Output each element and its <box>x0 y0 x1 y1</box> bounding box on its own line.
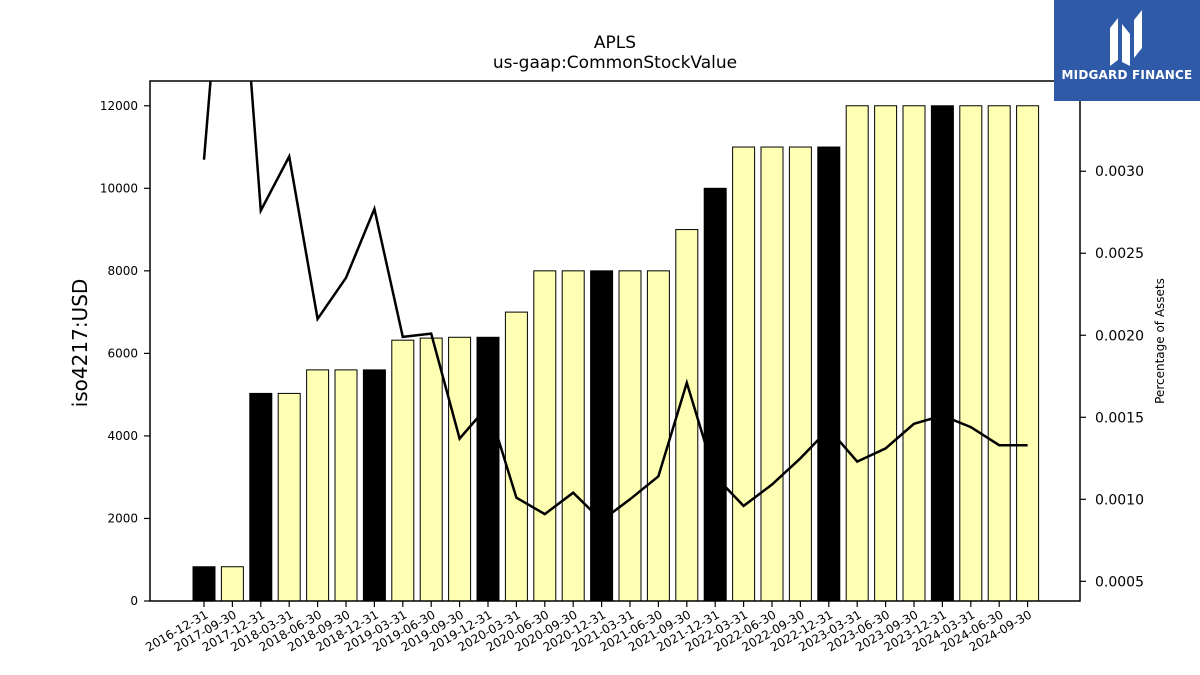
bar-2022-03-31 <box>732 146 756 602</box>
y-tick-label: 2000 <box>107 511 138 525</box>
bar-2021-03-31 <box>618 270 642 602</box>
midgard-finance-logo: MIDGARD FINANCE <box>1054 0 1200 101</box>
x-axis-ticks: 2016-12-312017-09-302017-12-312018-03-31… <box>143 601 1034 654</box>
y2-axis-ticks: 0.0005 0.0010 0.0015 0.0020 0.0025 0.0030 <box>1080 164 1144 590</box>
bar-2023-06-30 <box>874 105 898 602</box>
bars <box>192 105 1040 602</box>
y-tick-label: 6000 <box>107 346 138 360</box>
y2-tick-label: 0.0010 <box>1095 492 1144 508</box>
chart-title: APLS <box>594 33 636 53</box>
y2-tick-label: 0.0005 <box>1095 574 1144 590</box>
y2-tick-label: 0.0020 <box>1095 328 1144 344</box>
bar-2020-09-30 <box>561 270 585 602</box>
bar-2021-06-30 <box>646 270 670 602</box>
bar-2018-12-31 <box>362 369 386 602</box>
y-tick-label: 12000 <box>100 99 138 113</box>
bar-2024-09-30 <box>1016 105 1040 602</box>
y2-tick-label: 0.0030 <box>1095 164 1144 180</box>
bar-2023-12-31 <box>930 105 954 602</box>
logo-mark-icon <box>1110 10 1142 66</box>
chart-subtitle: us-gaap:CommonStockValue <box>493 53 737 73</box>
bar-2024-03-31 <box>959 105 983 602</box>
y-tick-label: 8000 <box>107 264 138 278</box>
bar-2019-06-30 <box>419 337 443 602</box>
y-axis-ticks: 0 2000 4000 6000 8000 10000 12000 <box>100 99 150 608</box>
y-tick-label: 10000 <box>100 181 138 195</box>
bar-2019-09-30 <box>448 336 472 602</box>
bar-2018-09-30 <box>334 369 358 602</box>
bar-2019-03-31 <box>391 339 415 602</box>
bar-2023-03-31 <box>845 105 869 602</box>
y2-tick-label: 0.0015 <box>1095 410 1144 426</box>
percentage-line <box>202 81 1028 523</box>
bar-2020-06-30 <box>533 270 557 602</box>
logo-text: MIDGARD FINANCE <box>1061 68 1193 82</box>
y-axis-label: iso4217:USD <box>68 279 92 408</box>
bar-2023-09-30 <box>902 105 926 602</box>
bar-2017-12-31 <box>249 392 273 602</box>
y-tick-label: 0 <box>130 594 138 608</box>
bar-2021-12-31 <box>703 187 727 602</box>
bar-2024-06-30 <box>987 105 1011 602</box>
bar-2022-06-30 <box>760 146 784 602</box>
bar-2019-12-31 <box>476 336 500 602</box>
y2-axis-label: Percentage of Assets <box>1153 278 1167 404</box>
bar-2017-09-30 <box>220 566 244 602</box>
y-tick-label: 4000 <box>107 429 138 443</box>
bar-2020-12-31 <box>590 270 614 602</box>
plot-frame <box>149 80 1081 602</box>
y2-tick-label: 0.0025 <box>1095 246 1144 262</box>
bar-2020-03-31 <box>504 311 528 602</box>
bar-2021-09-30 <box>675 229 699 602</box>
bar-2022-12-31 <box>817 146 841 602</box>
bar-2018-03-31 <box>277 392 301 602</box>
bar-2018-06-30 <box>306 369 330 602</box>
bar-2022-09-30 <box>788 146 812 602</box>
bar-2016-12-31 <box>192 566 216 602</box>
